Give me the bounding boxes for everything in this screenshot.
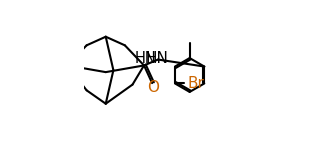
- Text: Br: Br: [187, 76, 204, 91]
- Text: HN: HN: [135, 51, 156, 66]
- Text: O: O: [147, 80, 159, 95]
- Text: HN: HN: [146, 51, 169, 66]
